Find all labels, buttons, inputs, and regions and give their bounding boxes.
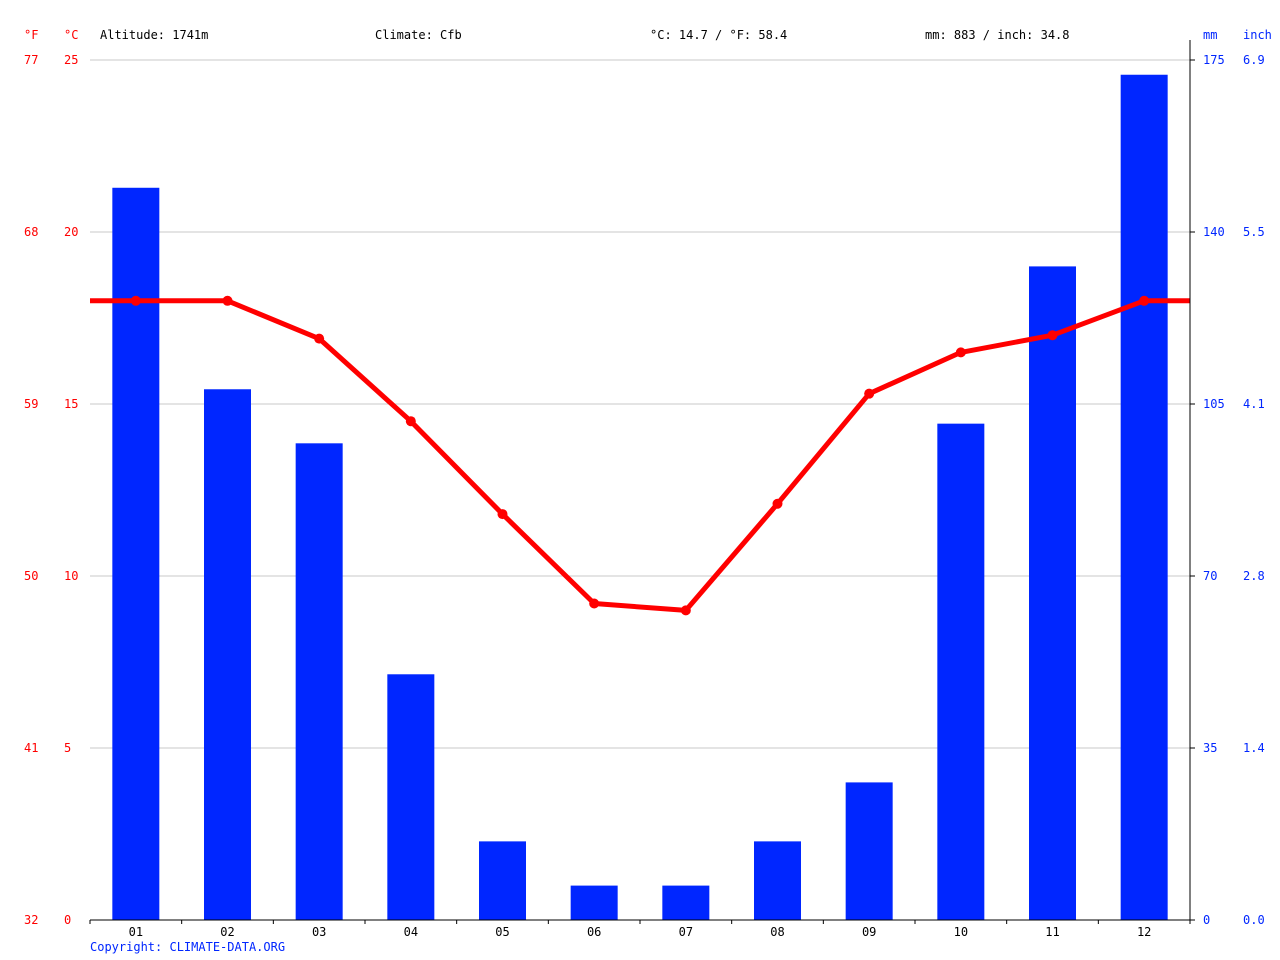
precipitation-bars xyxy=(112,74,1168,920)
mm-tick-label: 140 xyxy=(1203,225,1225,239)
precipitation-bar xyxy=(1029,266,1076,920)
inch-tick-label: 6.9 xyxy=(1243,53,1265,67)
precipitation-bar xyxy=(204,389,251,920)
precipitation-bar xyxy=(662,885,710,920)
fahrenheit-tick-label: 50 xyxy=(24,569,38,583)
altitude-label: Altitude: 1741m xyxy=(100,28,209,42)
inch-tick-label: 4.1 xyxy=(1243,397,1265,411)
axes xyxy=(89,40,1195,924)
celsius-tick-label: 10 xyxy=(64,569,78,583)
temperature-point xyxy=(955,347,966,358)
climate-label: Climate: Cfb xyxy=(375,28,462,42)
inch-tick-label: 0.0 xyxy=(1243,913,1265,927)
inch-tick-label: 5.5 xyxy=(1243,225,1265,239)
fahrenheit-tick-label: 41 xyxy=(24,741,38,755)
precipitation-bar xyxy=(754,841,801,920)
grid-lines xyxy=(90,59,1190,749)
celsius-tick-label: 20 xyxy=(64,225,78,239)
inch-unit-label: inch xyxy=(1243,28,1272,42)
fahrenheit-tick-label: 68 xyxy=(24,225,38,239)
precipitation-bar xyxy=(937,423,985,920)
temperature-point xyxy=(130,295,141,306)
temperature-point xyxy=(222,295,233,306)
temperature-point xyxy=(589,598,600,609)
celsius-unit-label: °C xyxy=(64,28,79,42)
mm-unit-label: mm xyxy=(1203,28,1218,42)
fahrenheit-tick-label: 59 xyxy=(24,397,38,411)
temperature-line xyxy=(90,295,1190,616)
month-tick-label: 03 xyxy=(312,925,326,939)
temperature-point xyxy=(1047,330,1058,341)
mm-tick-label: 105 xyxy=(1203,397,1225,411)
month-tick-label: 08 xyxy=(770,925,784,939)
mm-tick-label: 0 xyxy=(1203,913,1210,927)
temperature-average-label: °C: 14.7 / °F: 58.4 xyxy=(650,28,788,42)
inch-tick-label: 2.8 xyxy=(1243,569,1265,583)
celsius-tick-label: 25 xyxy=(64,53,78,67)
temperature-point xyxy=(1139,295,1150,306)
fahrenheit-unit-label: °F xyxy=(24,28,39,42)
temperature-point xyxy=(864,388,875,399)
month-tick-label: 11 xyxy=(1045,925,1059,939)
precipitation-bar xyxy=(479,841,526,920)
precipitation-bar xyxy=(387,674,435,920)
mm-tick-label: 70 xyxy=(1203,569,1217,583)
month-tick-label: 01 xyxy=(129,925,143,939)
precipitation-bar xyxy=(570,885,618,920)
temperature-series-line xyxy=(90,298,1190,613)
temperature-point xyxy=(405,416,416,427)
month-tick-label: 06 xyxy=(587,925,601,939)
temperature-point xyxy=(680,605,691,616)
copyright-link[interactable]: Copyright: CLIMATE-DATA.ORG xyxy=(90,940,286,954)
precipitation-bar xyxy=(1120,74,1168,920)
mm-tick-label: 175 xyxy=(1203,53,1225,67)
month-tick-label: 05 xyxy=(495,925,509,939)
fahrenheit-tick-label: 32 xyxy=(24,913,38,927)
precipitation-total-label: mm: 883 / inch: 34.8 xyxy=(925,28,1070,42)
month-tick-label: 02 xyxy=(220,925,234,939)
celsius-tick-label: 0 xyxy=(64,913,71,927)
temperature-point xyxy=(772,498,783,509)
month-tick-label: 10 xyxy=(954,925,968,939)
celsius-tick-label: 15 xyxy=(64,397,78,411)
precipitation-bar xyxy=(295,443,343,920)
fahrenheit-tick-label: 77 xyxy=(24,53,38,67)
precipitation-bar xyxy=(112,187,160,920)
mm-tick-label: 35 xyxy=(1203,741,1217,755)
inch-tick-label: 1.4 xyxy=(1243,741,1265,755)
tick-labels: 32 0 0 0.0 41 5 35 1.4 50 10 70 2.8 59 15 105 4.1 68 20 14… xyxy=(24,53,1265,939)
celsius-tick-label: 5 xyxy=(64,741,71,755)
month-tick-label: 12 xyxy=(1137,925,1151,939)
month-tick-label: 07 xyxy=(679,925,693,939)
temperature-point xyxy=(497,509,508,520)
temperature-point xyxy=(314,333,325,344)
month-tick-label: 09 xyxy=(862,925,876,939)
month-tick-label: 04 xyxy=(404,925,418,939)
precipitation-bar xyxy=(845,782,893,920)
